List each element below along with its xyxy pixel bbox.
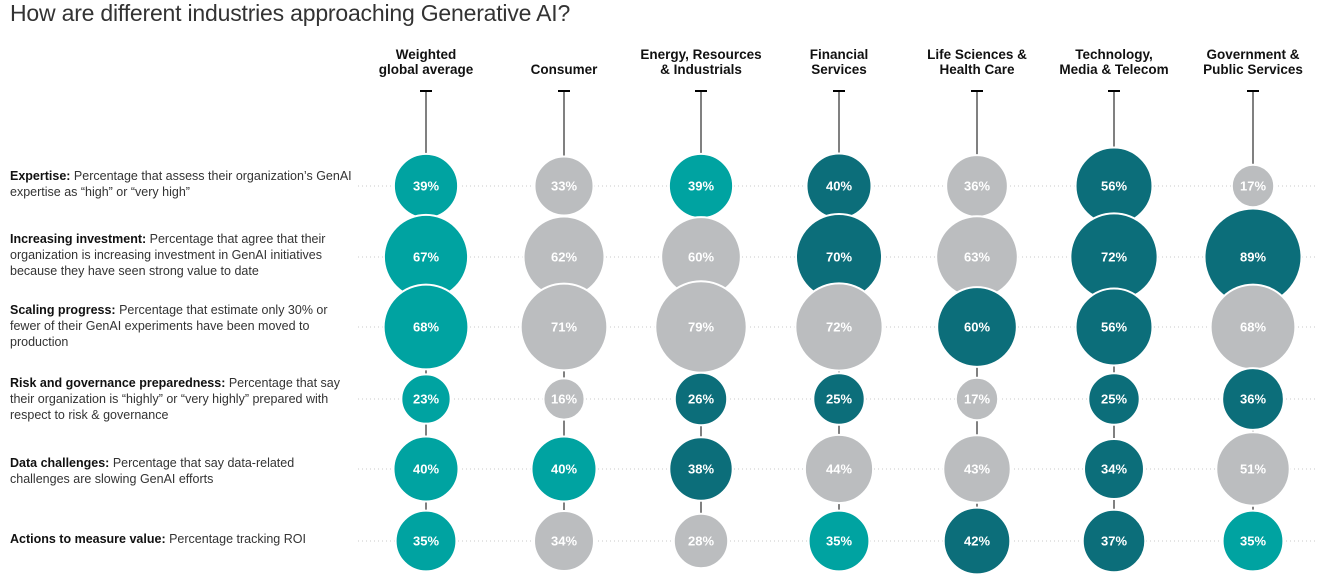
bubble-value-label: 60% — [964, 320, 990, 335]
bubble — [1221, 509, 1285, 573]
bubble-value-label: 42% — [964, 534, 990, 549]
bubble-value-label: 72% — [826, 320, 852, 335]
bubble — [942, 506, 1012, 576]
bubble — [1083, 438, 1145, 500]
bubble — [1081, 508, 1147, 574]
bubble — [794, 282, 884, 372]
bubble-value-label: 35% — [1240, 534, 1266, 549]
bubble-value-label: 40% — [551, 462, 577, 477]
bubble-value-label: 16% — [551, 392, 577, 407]
row-label: Increasing investment: Percentage that a… — [10, 231, 355, 279]
bubble-value-label: 39% — [413, 179, 439, 194]
row-label-desc: Percentage that assess their organizatio… — [10, 169, 352, 199]
column-header: Financial Services — [809, 47, 869, 77]
bubble-value-label: 34% — [551, 534, 577, 549]
bubble-value-label: 25% — [826, 392, 852, 407]
bubble-value-label: 40% — [413, 462, 439, 477]
bubble — [803, 433, 875, 505]
row-label: Expertise: Percentage that assess their … — [10, 168, 355, 200]
bubble-value-label: 72% — [1101, 250, 1127, 265]
bubble-value-label: 23% — [413, 392, 439, 407]
chart-title: How are different industries approaching… — [10, 0, 571, 26]
bubble-value-label: 17% — [964, 392, 990, 407]
bubble-value-label: 17% — [1240, 179, 1266, 194]
row-label-desc: Percentage that say data-related challen… — [10, 456, 295, 486]
row-label: Scaling progress: Percentage that estima… — [10, 302, 355, 350]
bubble-value-label: 38% — [688, 462, 714, 477]
bubble — [382, 283, 470, 371]
row-label: Data challenges: Percentage that say dat… — [10, 455, 355, 487]
bubble-value-label: 68% — [413, 320, 439, 335]
bubble-value-label: 25% — [1101, 392, 1127, 407]
bubble-value-label: 40% — [826, 179, 852, 194]
bubble-value-label: 35% — [826, 534, 852, 549]
bubble — [1230, 163, 1276, 209]
column-header: Energy, Resources & Industrials — [640, 47, 762, 77]
bubble-value-label: 37% — [1101, 534, 1127, 549]
row-label-desc: Percentage tracking ROI — [165, 532, 306, 546]
column-header: Government & Public Services — [1203, 47, 1303, 77]
bubble — [807, 509, 871, 573]
column-header: Life Sciences & Health Care — [927, 47, 1027, 77]
bubble-value-label: 51% — [1240, 462, 1266, 477]
bubble-value-label: 70% — [826, 250, 852, 265]
bubble-value-label: 89% — [1240, 250, 1266, 265]
bubble-value-label: 28% — [688, 534, 714, 549]
bubble-value-label: 56% — [1101, 320, 1127, 335]
column-header: Weighted global average — [378, 47, 474, 77]
bubble — [1087, 372, 1141, 426]
row-label-desc: Percentage that agree that their organiz… — [10, 232, 326, 278]
bubble-value-label: 56% — [1101, 179, 1127, 194]
bubble — [942, 434, 1012, 504]
bubble — [530, 435, 598, 503]
bubble-value-label: 79% — [688, 320, 714, 335]
bubble-value-label: 63% — [964, 250, 990, 265]
bubble-value-label: 62% — [551, 250, 577, 265]
bubble-value-label: 68% — [1240, 320, 1266, 335]
row-label: Actions to measure value: Percentage tra… — [10, 531, 355, 547]
row-label-desc: Percentage that estimate only 30% or few… — [10, 303, 328, 349]
bubble-value-label: 26% — [688, 392, 714, 407]
bubble-value-label: 60% — [688, 250, 714, 265]
bubble-value-label: 39% — [688, 179, 714, 194]
bubble-value-label: 43% — [964, 462, 990, 477]
bubble — [400, 373, 452, 425]
bubble-value-label: 71% — [551, 320, 577, 335]
row-label-name: Increasing investment: — [10, 232, 147, 246]
bubble — [542, 377, 586, 421]
row-label-name: Risk and governance preparedness: — [10, 376, 226, 390]
row-label-name: Expertise: — [10, 169, 71, 183]
row-label-name: Scaling progress: — [10, 303, 116, 317]
bubble — [533, 510, 595, 572]
bubble — [936, 286, 1018, 368]
bubble-value-label: 35% — [413, 534, 439, 549]
bubble — [954, 376, 1000, 422]
column-header: Consumer — [530, 62, 598, 77]
row-label-name: Data challenges: — [10, 456, 110, 470]
row-label-desc: Percentage that say their organization i… — [10, 376, 341, 422]
bubble-value-label: 34% — [1101, 462, 1127, 477]
bubble — [668, 436, 734, 502]
row-label: Risk and governance preparedness: Percen… — [10, 375, 355, 423]
bubble-value-label: 33% — [551, 179, 577, 194]
bubble-value-label: 36% — [964, 179, 990, 194]
row-label-name: Actions to measure value: — [10, 532, 166, 546]
bubble — [1215, 431, 1291, 507]
bubble — [1074, 287, 1154, 367]
bubble — [812, 372, 866, 426]
column-header: Technology, Media & Telecom — [1059, 47, 1169, 77]
bubble — [1221, 367, 1285, 431]
bubble — [672, 512, 730, 570]
bubble-value-label: 67% — [413, 250, 439, 265]
bubble — [673, 371, 729, 427]
bubble — [519, 282, 609, 372]
bubble — [392, 435, 460, 503]
bubble-value-label: 44% — [826, 462, 852, 477]
bubble — [394, 509, 458, 573]
bubble-value-label: 36% — [1240, 392, 1266, 407]
